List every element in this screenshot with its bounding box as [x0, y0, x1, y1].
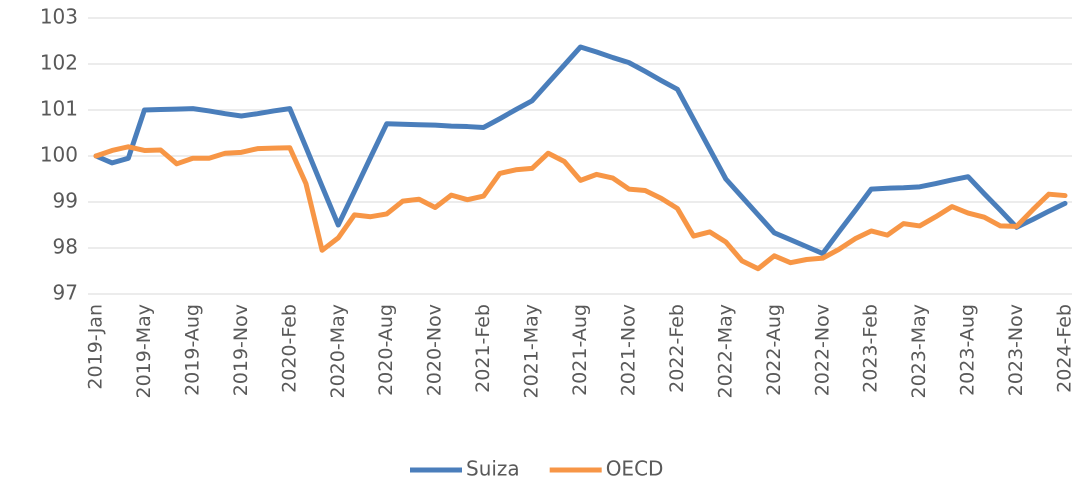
- x-tick-label: 2023-May: [908, 304, 930, 399]
- x-tick-label: 2022-Nov: [811, 304, 833, 396]
- x-tick-label: 2024-Feb: [1054, 304, 1076, 393]
- x-tick-label: 2022-May: [714, 304, 736, 399]
- x-tick-label: 2019-Aug: [181, 304, 203, 396]
- series-line: [93, 144, 1068, 272]
- legend-label: OECD: [606, 457, 664, 481]
- x-tick-label: 2020-Feb: [278, 304, 300, 393]
- x-tick-label: 2019-Jan: [85, 304, 107, 390]
- x-tick-label: 2023-Feb: [860, 304, 882, 393]
- x-tick-label: 2020-Nov: [424, 304, 446, 396]
- x-tick-label: 2022-Aug: [763, 304, 785, 396]
- x-tick-label: 2020-Aug: [375, 304, 397, 396]
- x-tick-label: 2021-Aug: [569, 304, 591, 396]
- y-tick-label: 100: [40, 143, 78, 167]
- x-tick-label: 2022-Feb: [666, 304, 688, 393]
- legend-label: Suiza: [466, 457, 520, 481]
- y-tick-label: 102: [40, 51, 78, 75]
- x-tick-label: 2021-May: [521, 304, 543, 399]
- x-tick-label: 2023-Aug: [957, 304, 979, 396]
- x-tick-label: 2020-May: [327, 304, 349, 399]
- y-tick-label: 101: [40, 97, 78, 121]
- y-tick-label: 103: [40, 5, 78, 29]
- x-tick-label: 2019-May: [133, 304, 155, 399]
- x-tick-label: 2019-Nov: [230, 304, 252, 396]
- x-tick-label: 2023-Nov: [1005, 304, 1027, 396]
- y-tick-label: 99: [53, 189, 78, 213]
- x-tick-label: 2021-Feb: [472, 304, 494, 393]
- y-tick-label: 97: [53, 281, 78, 305]
- y-tick-label: 98: [53, 235, 78, 259]
- x-tick-label: 2021-Nov: [617, 304, 639, 396]
- series-line: [93, 44, 1068, 257]
